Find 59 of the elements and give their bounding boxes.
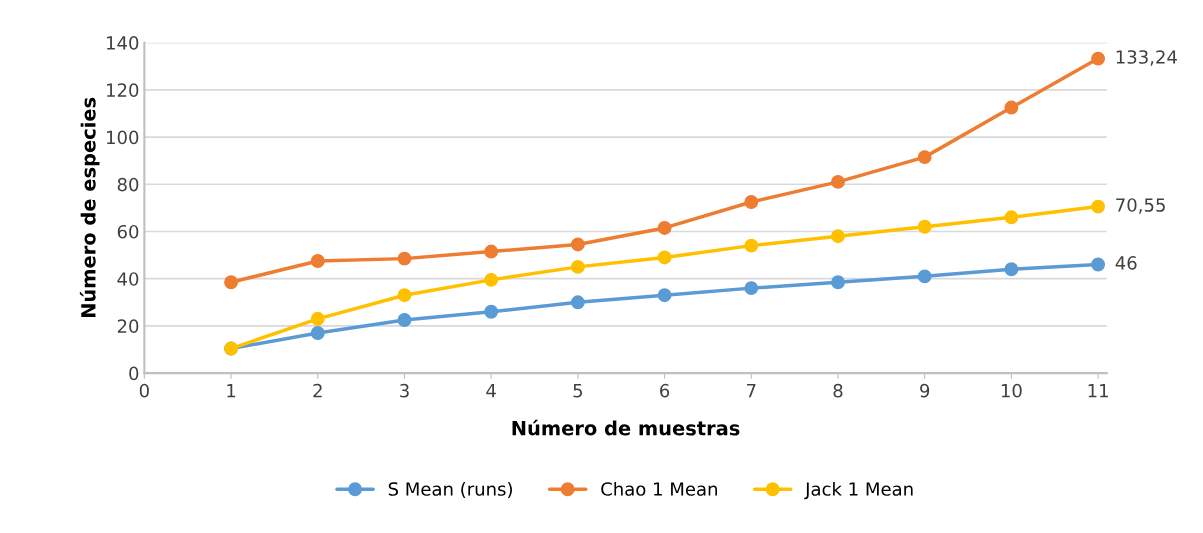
point <box>1091 199 1106 214</box>
point <box>744 195 759 209</box>
point <box>484 272 499 287</box>
x-tick-label: 8 <box>833 383 843 398</box>
y-tick-label: 0 <box>129 366 139 381</box>
y-tick-label: 20 <box>117 319 139 334</box>
y-tick-label: 60 <box>117 224 139 239</box>
point <box>1004 262 1019 277</box>
point <box>744 281 759 296</box>
y-tick-label: 140 <box>107 36 139 50</box>
x-tick-label: 10 <box>1001 383 1022 398</box>
point <box>397 313 412 327</box>
y-tick-label: 40 <box>117 272 139 286</box>
point <box>831 229 845 244</box>
point <box>744 238 759 253</box>
x-tick-label: 0 <box>139 383 149 398</box>
x-tick-label: 11 <box>1088 384 1108 398</box>
y-tick-label: 120 <box>107 83 139 97</box>
x-tick-label: 3 <box>400 383 409 398</box>
point <box>484 304 499 319</box>
x-tick-label: 6 <box>660 383 670 398</box>
point <box>397 251 412 266</box>
x-tick-label: 5 <box>573 384 583 398</box>
x-tick-label: 9 <box>920 383 930 398</box>
point <box>657 288 672 303</box>
point <box>917 219 932 234</box>
data-label: 133,24 <box>1116 50 1177 66</box>
point <box>570 295 585 310</box>
point <box>1004 210 1019 225</box>
point <box>831 174 845 189</box>
point <box>224 275 239 290</box>
y-tick-label: 100 <box>107 130 139 145</box>
point <box>1091 257 1106 272</box>
data-label: 70,55 <box>1116 198 1165 214</box>
point <box>1004 100 1019 115</box>
point <box>657 250 672 265</box>
point <box>397 288 412 303</box>
x-tick-label: 4 <box>486 384 496 398</box>
point <box>831 275 845 290</box>
x-tick-label: 1 <box>227 384 236 398</box>
data-label: 46 <box>1115 256 1137 270</box>
point <box>310 254 325 268</box>
point <box>917 269 932 284</box>
point <box>1091 51 1106 66</box>
legend-label: S Mean (runs) <box>388 481 512 498</box>
x-axis-title: Número de muestras <box>512 419 740 436</box>
legend-label: Jack 1 Mean <box>804 481 913 500</box>
x-tick-label: 2 <box>313 383 322 398</box>
point <box>484 244 499 259</box>
point <box>657 220 672 235</box>
x-tick-label: 7 <box>747 384 756 398</box>
legend-label: Chao 1 Mean <box>601 481 717 496</box>
point <box>310 311 325 326</box>
y-axis-title: Número de especies <box>79 97 100 318</box>
point <box>570 259 585 274</box>
point <box>310 326 325 340</box>
point <box>570 237 585 252</box>
point <box>917 150 932 165</box>
y-tick-label: 80 <box>117 177 139 192</box>
